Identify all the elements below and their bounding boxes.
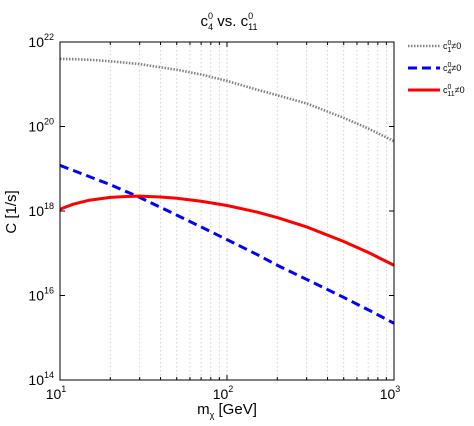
legend-label-2: c0 4≠0 xyxy=(443,62,461,76)
legend-label-3: c0 11≠0 xyxy=(443,84,465,98)
grid-lines xyxy=(109,42,387,380)
series-line-1 xyxy=(59,57,395,143)
y-tick-label: 1016 xyxy=(28,286,54,304)
series-line-2 xyxy=(59,163,395,325)
x-axis-title: mχ [GeV] xyxy=(197,401,257,420)
y-tick-label: 1022 xyxy=(28,32,54,50)
axis-ticks: 101 102 103 1014 1016 1018 1020 1022 xyxy=(28,32,400,402)
y-tick-label: 1014 xyxy=(28,370,54,388)
legend-label-1: c0 1≠0 xyxy=(443,40,461,54)
x-tick-label: 103 xyxy=(380,384,401,402)
x-tick-label: 102 xyxy=(213,384,234,402)
series-line-3 xyxy=(59,194,395,267)
y-tick-label: 1018 xyxy=(28,201,54,219)
y-tick-label: 1020 xyxy=(28,117,54,135)
x-tick-label: 101 xyxy=(46,384,67,402)
y-axis-title: C [1/s] xyxy=(3,190,20,233)
chart-title: c0 4 vs. c0 11 xyxy=(201,11,258,32)
legend: c0 1≠0 c0 4≠0 c0 11≠0 xyxy=(408,40,465,98)
series-lines xyxy=(59,57,395,325)
